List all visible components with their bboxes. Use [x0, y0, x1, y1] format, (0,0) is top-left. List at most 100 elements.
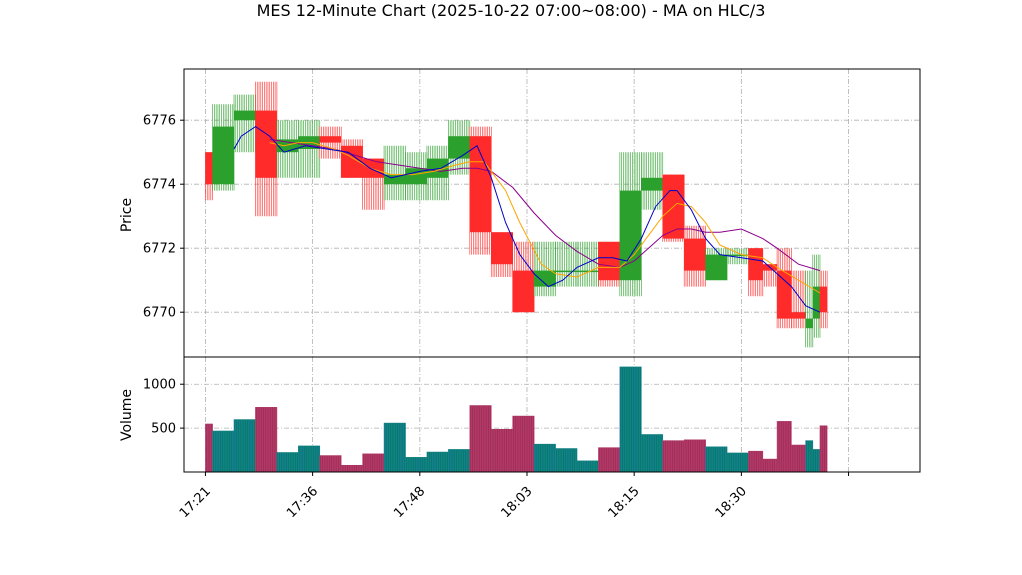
candle-body: [684, 238, 706, 271]
candle-body: [555, 270, 578, 273]
candle-body: [426, 158, 449, 178]
ma-slow-line: [269, 138, 821, 272]
candle-body: [469, 136, 492, 233]
volume-bar: [762, 458, 778, 472]
volume-bar: [576, 460, 599, 472]
down-candle: [469, 126, 492, 255]
candle-body: [234, 110, 256, 121]
volume-bar: [705, 446, 728, 472]
x-tick-label: 18:15: [606, 484, 643, 521]
volume-bar: [212, 430, 235, 472]
candle-body: [448, 136, 470, 159]
up-candle: [619, 152, 642, 297]
volume-bar: [619, 366, 642, 472]
down-candle: [748, 248, 764, 297]
volume-bar: [448, 449, 471, 472]
candle-body: [319, 136, 342, 143]
up-candle: [383, 145, 406, 201]
price-ytick-label: 6776: [143, 114, 176, 129]
candle-body: [619, 190, 642, 281]
volume-ylabel: Volume: [119, 389, 135, 441]
volume-bar: [791, 444, 806, 472]
candle-body: [727, 254, 749, 257]
candle-body: [491, 232, 513, 265]
down-candle: [362, 158, 385, 210]
candle-body: [341, 145, 363, 178]
candle-body: [705, 254, 728, 281]
volume-bar: [533, 443, 556, 472]
volume-bar: [340, 464, 363, 472]
volume-bar: [276, 452, 299, 472]
candle-body: [212, 126, 235, 185]
volume-bar: [819, 425, 828, 472]
volume-bar: [662, 440, 685, 472]
price-ytick-label: 6774: [143, 178, 176, 193]
candle-body: [534, 270, 556, 287]
up-candle: [405, 152, 428, 201]
volume-panel-frame: [183, 356, 921, 473]
down-candle: [205, 152, 213, 201]
volume-bar: [776, 421, 792, 472]
price-ytick-label: 6772: [143, 242, 176, 257]
down-candle: [791, 270, 806, 329]
up-candle: [576, 241, 599, 287]
candle-body: [577, 270, 599, 273]
candle-body: [641, 177, 663, 191]
down-candle: [819, 270, 828, 329]
candle-body: [362, 158, 385, 178]
down-candle: [340, 139, 363, 178]
ma-fast-line: [233, 125, 821, 313]
down-candle: [255, 81, 278, 217]
volume-bar: [205, 423, 213, 472]
volume-bar: [812, 449, 821, 472]
price-ytick-label: 6770: [143, 306, 176, 321]
x-tick-label: 17:36: [284, 484, 321, 521]
volume-panel: 500 1000 Volume: [119, 356, 921, 473]
volume-bar: [683, 439, 706, 472]
up-candle: [705, 248, 728, 281]
x-axis: 17:21 17:36 17:48 18:03 18:15 18:30: [177, 472, 850, 521]
x-tick-label: 17:21: [177, 484, 214, 521]
down-candle: [490, 232, 513, 277]
chart-title: MES 12-Minute Chart (2025-10-22 07:00~08…: [257, 1, 766, 20]
volume-bar: [383, 422, 406, 472]
volume-bar: [512, 415, 535, 472]
up-candle: [641, 152, 664, 210]
ma-mid-line: [269, 142, 821, 294]
volume-bar: [426, 451, 449, 472]
candle-body: [791, 312, 806, 319]
candle-body: [777, 270, 792, 319]
down-candle: [776, 248, 792, 329]
volume-bar: [555, 448, 578, 472]
candle-body: [405, 168, 427, 185]
price-panel: 6770 6772 6774 6776 Price: [119, 68, 921, 358]
candle-body: [819, 286, 828, 313]
volume-bar: [469, 405, 492, 472]
down-candle: [598, 241, 621, 287]
up-candle: [812, 254, 821, 338]
volume-bar: [726, 452, 749, 472]
volume-bar: [233, 419, 256, 472]
x-tick-label: 17:48: [391, 484, 428, 521]
candle-body: [805, 318, 813, 329]
price-ylabel: Price: [119, 198, 135, 232]
volume-bar: [319, 455, 342, 472]
volume-bar: [641, 434, 664, 472]
volume-bar: [490, 428, 513, 472]
price-panel-frame: [183, 68, 921, 358]
candle-body: [598, 241, 620, 281]
candle-body: [748, 248, 763, 281]
candle-body: [812, 286, 820, 319]
up-candle: [212, 104, 235, 191]
candle-body: [384, 174, 406, 185]
down-candle: [319, 126, 342, 159]
volume-bar: [362, 453, 385, 472]
candle-body: [205, 152, 213, 185]
volume-bar: [255, 407, 278, 472]
volume-bar: [748, 450, 764, 472]
candle-body: [512, 270, 535, 313]
volume-bar: [598, 447, 621, 472]
up-candle: [426, 145, 449, 201]
up-candle: [533, 241, 556, 297]
